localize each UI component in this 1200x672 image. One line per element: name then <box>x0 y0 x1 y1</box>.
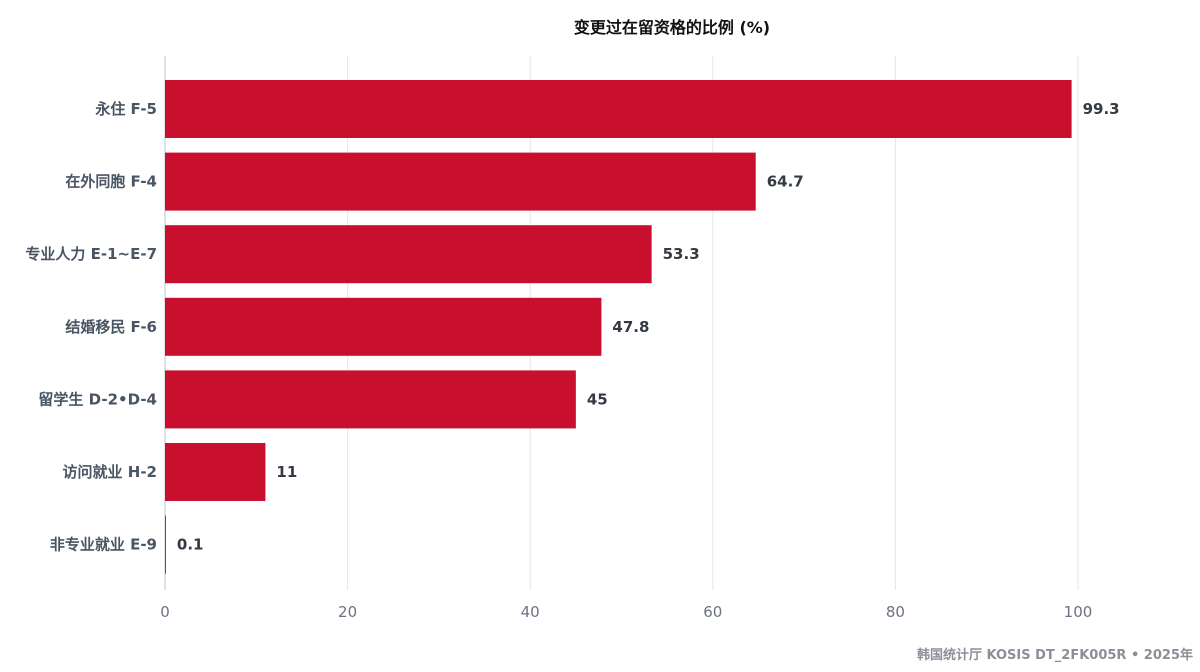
category-label: 非专业就业 E-9 <box>50 536 157 554</box>
value-label: 0.1 <box>177 536 204 554</box>
value-label: 64.7 <box>767 173 804 191</box>
category-labels: 永住 F-5 在外同胞 F-4 专业人力 E-1~E-7 结婚移民 F-6 留学生 D-… <box>25 100 157 554</box>
chart-title: 变更过在留资格的比例 (%) <box>574 18 770 37</box>
value-label: 45 <box>587 390 608 408</box>
bar <box>165 297 602 356</box>
value-label: 11 <box>276 463 297 481</box>
category-label: 在外同胞 F-4 <box>65 173 157 191</box>
category-label: 专业人力 E-1~E-7 <box>25 245 157 263</box>
value-labels: 99.3 64.7 53.3 47.8 45 11 0.1 <box>177 100 1120 554</box>
bar <box>165 443 266 501</box>
value-label: 99.3 <box>1083 100 1120 118</box>
bars <box>165 80 1072 574</box>
bar <box>165 80 1072 138</box>
x-tick-label: 60 <box>703 603 722 621</box>
bar <box>165 370 576 429</box>
x-tick-label: 0 <box>160 603 170 621</box>
category-label: 访问就业 H-2 <box>63 463 157 481</box>
category-label: 留学生 D-2•D-4 <box>38 390 157 408</box>
x-tick-label: 80 <box>886 603 905 621</box>
category-label: 永住 F-5 <box>94 100 157 118</box>
value-label: 47.8 <box>612 318 649 336</box>
bar <box>165 225 652 284</box>
value-label: 53.3 <box>663 245 700 263</box>
bar <box>165 152 756 211</box>
x-tick-label: 100 <box>1064 603 1093 621</box>
source-note: 韩国统计厅 KOSIS DT_2FK005R • 2025年 <box>917 647 1193 663</box>
x-tick-label: 40 <box>521 603 540 621</box>
x-tick-label: 20 <box>338 603 357 621</box>
x-axis-ticks: 0 20 40 60 80 100 <box>160 603 1092 621</box>
category-label: 结婚移民 F-6 <box>65 318 157 336</box>
bar <box>165 515 166 574</box>
